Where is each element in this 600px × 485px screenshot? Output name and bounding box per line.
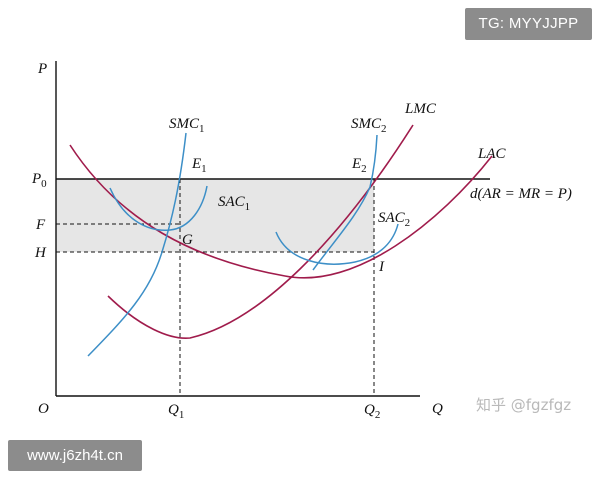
smc1-main: SMC bbox=[169, 116, 200, 132]
q2-label: Q2 bbox=[364, 402, 380, 421]
p0-main: P bbox=[31, 171, 41, 187]
lac-label: LAC bbox=[477, 146, 507, 162]
sac1-main: SAC bbox=[218, 194, 246, 210]
p0-subscript: 0 bbox=[41, 178, 47, 190]
smc2-curve bbox=[312, 134, 378, 271]
smc1-curve bbox=[87, 132, 187, 357]
f-label: F bbox=[35, 217, 46, 233]
sac1-label: SAC1 bbox=[218, 194, 250, 213]
g-label: G bbox=[182, 232, 193, 248]
watermark-top-right: TG: MYYJJPP bbox=[465, 8, 592, 40]
sac2-curve bbox=[275, 223, 399, 265]
q1-main: Q bbox=[168, 402, 179, 418]
y-axis-label: P bbox=[37, 61, 47, 77]
sac1-curve bbox=[109, 185, 208, 231]
smc1-label: SMC1 bbox=[169, 116, 205, 135]
q1-label: Q1 bbox=[168, 402, 184, 421]
smc2-subscript: 2 bbox=[381, 123, 387, 135]
q1-subscript: 1 bbox=[179, 409, 185, 421]
smc1-subscript: 1 bbox=[199, 123, 205, 135]
lmc-curve bbox=[107, 124, 414, 339]
e2-label: E2 bbox=[351, 156, 367, 175]
origin-label: O bbox=[38, 401, 49, 417]
x-axis-label: Q bbox=[432, 401, 443, 417]
h-label: H bbox=[34, 245, 47, 261]
demand-label: d(AR = MR = P) bbox=[470, 186, 572, 202]
smc2-label: SMC2 bbox=[351, 116, 387, 135]
q2-main: Q bbox=[364, 402, 375, 418]
i-label: I bbox=[378, 259, 385, 275]
sac2-label: SAC2 bbox=[378, 210, 410, 229]
p0-label: P0 bbox=[31, 171, 47, 190]
lmc-label: LMC bbox=[404, 101, 437, 117]
sac2-main: SAC bbox=[378, 210, 406, 226]
e1-label: E1 bbox=[191, 156, 207, 175]
smc2-main: SMC bbox=[351, 116, 382, 132]
watermark-bottom-left: www.j6zh4t.cn bbox=[8, 440, 142, 471]
zhihu-watermark: 知乎 @fgzfgz bbox=[476, 396, 572, 414]
e2-main: E bbox=[351, 156, 361, 172]
sac2-subscript: 2 bbox=[405, 217, 411, 229]
shaded-profit-region bbox=[56, 179, 374, 252]
sac1-subscript: 1 bbox=[245, 201, 251, 213]
e1-main: E bbox=[191, 156, 201, 172]
e2-subscript: 2 bbox=[361, 163, 367, 175]
lac-curve bbox=[69, 144, 493, 279]
e1-subscript: 1 bbox=[201, 163, 207, 175]
q2-subscript: 2 bbox=[375, 409, 381, 421]
